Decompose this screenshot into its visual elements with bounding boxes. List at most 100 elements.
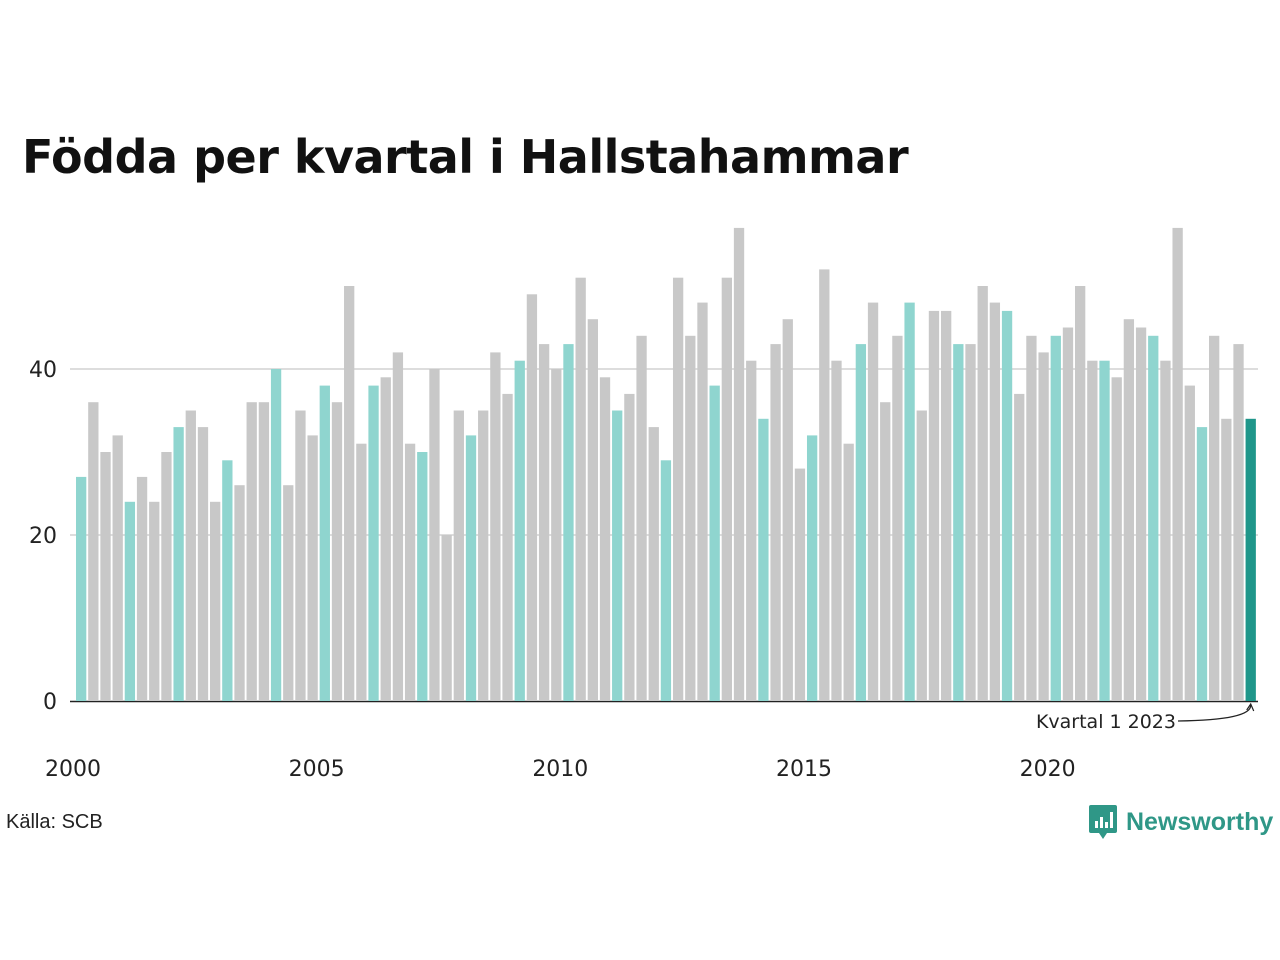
x-tick-label: 2020 <box>1020 757 1076 782</box>
bar <box>1172 227 1183 701</box>
brand-name: Newsworthy <box>1126 807 1274 836</box>
bar <box>612 410 623 701</box>
chart-title: Födda per kvartal i Hallstahammar <box>22 130 909 184</box>
bar <box>246 402 257 701</box>
bar <box>1026 335 1037 701</box>
x-tick-label: 2000 <box>45 757 101 782</box>
annotation-arrowhead <box>1246 702 1255 712</box>
bar <box>916 410 927 701</box>
bar <box>1196 427 1208 701</box>
bar <box>867 302 879 701</box>
bar <box>1111 377 1122 701</box>
bar <box>575 277 586 701</box>
bar <box>733 227 745 701</box>
bar <box>904 302 915 701</box>
bar <box>185 410 196 701</box>
bar <box>563 344 574 701</box>
bar <box>270 369 282 701</box>
bar <box>770 344 781 701</box>
bar <box>307 435 318 701</box>
bar <box>587 319 598 701</box>
bar <box>928 310 940 701</box>
bar <box>502 393 513 701</box>
bar <box>843 443 854 701</box>
bar <box>1160 360 1171 701</box>
bar <box>1038 352 1049 701</box>
y-axis-labels: 0 20 40 <box>29 358 57 715</box>
bar <box>210 501 221 701</box>
bar <box>234 485 245 701</box>
bar <box>478 410 489 701</box>
bar <box>758 418 769 701</box>
bar <box>648 427 659 701</box>
bar <box>1209 335 1220 701</box>
bar <box>465 435 477 701</box>
bar <box>453 410 464 701</box>
bar <box>331 402 343 701</box>
bar <box>892 335 903 701</box>
bar <box>636 335 647 701</box>
bar <box>514 360 525 701</box>
bar <box>1123 319 1135 701</box>
bar <box>538 344 550 701</box>
bar <box>1062 327 1074 701</box>
bar <box>222 460 233 701</box>
bar <box>1087 360 1098 701</box>
bar <box>404 443 416 701</box>
bar <box>417 452 428 701</box>
bar <box>551 369 562 701</box>
bar <box>1050 335 1061 701</box>
bar <box>283 485 294 701</box>
bar <box>88 402 99 701</box>
bar <box>660 460 672 701</box>
bar <box>1014 393 1025 701</box>
bar <box>1184 385 1195 701</box>
x-axis-labels: 2000 2005 2010 2015 2020 <box>45 757 1076 782</box>
bar <box>599 377 611 701</box>
bar <box>1221 418 1232 701</box>
bar <box>940 310 952 701</box>
bar <box>1245 418 1256 701</box>
bar <box>1001 310 1013 701</box>
bar <box>855 344 867 701</box>
bar <box>344 286 355 701</box>
bar <box>173 427 184 701</box>
bar <box>319 385 330 701</box>
bar <box>368 385 379 701</box>
bar <box>806 435 818 701</box>
bar <box>1099 360 1110 701</box>
bar <box>697 302 708 701</box>
y-tick-label: 40 <box>29 358 57 383</box>
bar <box>685 335 696 701</box>
bar <box>965 344 976 701</box>
bar <box>819 269 830 701</box>
bar <box>721 277 732 701</box>
brand-logo[interactable]: Newsworthy <box>1088 804 1273 840</box>
bar <box>392 352 404 701</box>
bar <box>1233 344 1244 701</box>
bar <box>124 501 136 701</box>
bar <box>624 393 635 701</box>
bar <box>76 476 87 701</box>
bars <box>76 227 1256 701</box>
x-tick-label: 2015 <box>776 757 832 782</box>
bar <box>441 535 452 701</box>
bar <box>526 294 538 701</box>
bar <box>1075 286 1086 701</box>
bar <box>1135 327 1147 701</box>
bar <box>149 501 160 701</box>
annotation-arrow <box>1177 704 1252 722</box>
bar <box>977 286 988 701</box>
bar <box>880 402 891 701</box>
newsworthy-logo-icon <box>1089 805 1117 839</box>
bar <box>794 468 806 701</box>
bar <box>490 352 501 701</box>
bar <box>1148 335 1159 701</box>
bar <box>295 410 306 701</box>
bar <box>356 443 367 701</box>
x-tick-label: 2010 <box>532 757 588 782</box>
bar <box>429 369 440 701</box>
bar <box>831 360 842 701</box>
bar <box>989 302 1001 701</box>
